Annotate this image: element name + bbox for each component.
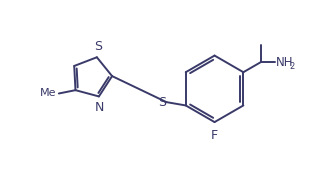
Text: F: F [211,129,218,142]
Text: N: N [95,101,104,114]
Text: S: S [94,40,102,53]
Text: S: S [158,96,166,109]
Text: NH: NH [276,56,294,69]
Text: Me: Me [40,88,56,98]
Text: 2: 2 [290,62,295,71]
